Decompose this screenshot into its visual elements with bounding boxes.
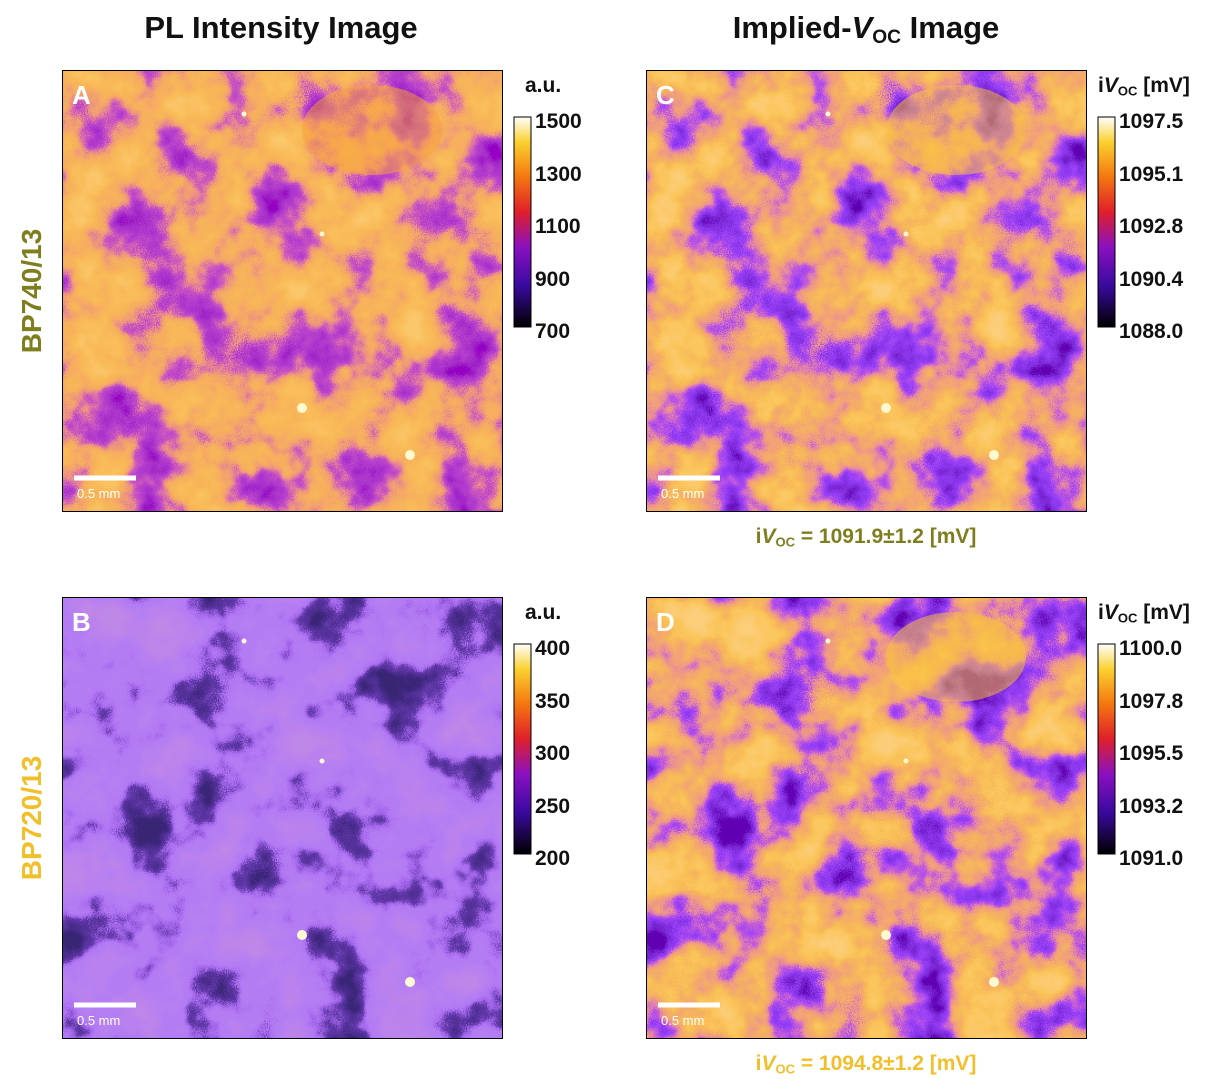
colorbar-tick-label: 350	[535, 689, 571, 713]
text-part: PL Intensity Image	[144, 10, 418, 45]
colorbar-tick-label: 400	[535, 637, 571, 660]
pl-image	[646, 70, 1087, 512]
colorbar-tick-label: 1092.8	[1119, 215, 1184, 238]
text-part: a.u.	[525, 601, 562, 624]
text-part: V	[761, 1052, 776, 1075]
text-part: i	[1098, 74, 1104, 97]
colorbar-tick-label: 1088.0	[1119, 320, 1184, 343]
bright-spot	[319, 231, 325, 237]
scale-bar-label: 0.5 mm	[77, 486, 121, 501]
colorbar-tick-label: 200	[535, 847, 571, 870]
colorbar-tick-label: 1500	[535, 110, 582, 133]
colorbar-tick-label: 1093.2	[1119, 794, 1184, 818]
bright-spot	[989, 450, 999, 460]
colorbar-unit: iVOC [mV]	[1098, 601, 1190, 625]
colorbar	[513, 643, 532, 855]
text-part: V	[1103, 74, 1118, 97]
colorbar-unit: a.u.	[525, 74, 561, 98]
scale-bar-label: 0.5 mm	[661, 1013, 705, 1028]
image-frame	[62, 597, 503, 1039]
bright-region	[302, 85, 442, 175]
text-part: V	[761, 525, 776, 548]
text-part: [mV]	[1137, 601, 1190, 624]
colorbar-unit: iVOC [mV]	[1098, 74, 1190, 98]
bright-spot	[881, 403, 891, 413]
text-part: OC	[775, 1061, 795, 1077]
bright-spot	[825, 111, 831, 117]
colorbar-tick-label: 1091.0	[1119, 847, 1184, 870]
bright-spot	[989, 977, 999, 987]
bright-spot	[297, 403, 307, 413]
bright-spot	[405, 977, 415, 987]
result-label: iVOC = 1091.9±1.2 [mV]	[756, 525, 977, 549]
column-header: Implied-VOC Image	[733, 10, 1000, 49]
text-part: V	[1103, 601, 1118, 624]
colorbar-tick-label: 300	[535, 742, 571, 765]
colorbar-tick-label: 1100	[535, 215, 581, 238]
pl-image	[646, 597, 1087, 1039]
row-label: BP740/13	[16, 228, 47, 354]
panel-letter: C	[656, 80, 675, 110]
text-part: [mV]	[1137, 74, 1190, 97]
colorbar	[513, 116, 532, 328]
panel-letter: A	[72, 80, 91, 110]
colorbar-tick-label: 1090.4	[1119, 267, 1184, 291]
text-part: i	[755, 1052, 762, 1075]
pl-image	[62, 70, 503, 512]
column-header: PL Intensity Image	[144, 10, 417, 46]
bright-spot	[297, 930, 307, 940]
text-part: OC	[775, 534, 795, 550]
colorbar-tick-label: 1095.1	[1119, 162, 1184, 186]
text-part: V	[851, 10, 873, 45]
text-part: i	[755, 525, 762, 548]
bright-spot	[825, 638, 831, 644]
bright-spot	[903, 758, 909, 764]
text-part: i	[1098, 601, 1104, 624]
text-part: Implied-	[732, 10, 852, 45]
colorbar-tick-label: 1095.5	[1119, 742, 1184, 765]
text-part: a.u.	[525, 74, 562, 97]
colorbar-tick-label: 1097.5	[1119, 110, 1184, 133]
panel-letter: D	[656, 607, 675, 637]
colorbar-gradient	[1097, 116, 1116, 328]
bright-spot	[241, 638, 247, 644]
colorbar-tick-label: 1100.0	[1119, 637, 1183, 660]
bright-region	[886, 85, 1026, 175]
scale-bar-label: 0.5 mm	[77, 1013, 121, 1028]
text-part: OC	[1117, 610, 1138, 626]
pl-image	[62, 597, 503, 1039]
text-part: Image	[901, 10, 1000, 45]
colorbar-tick-label: 1097.8	[1119, 689, 1184, 713]
bright-spot	[405, 450, 415, 460]
panel-letter: B	[72, 607, 91, 637]
image-frame	[646, 70, 1087, 512]
result-label: iVOC = 1094.8±1.2 [mV]	[756, 1052, 977, 1076]
colorbar-tick-label: 900	[535, 267, 571, 291]
colorbar-unit: a.u.	[525, 601, 561, 625]
colorbar-gradient	[513, 116, 532, 328]
bright-spot	[881, 930, 891, 940]
colorbar-tick-label: 1300	[535, 162, 582, 186]
colorbar-tick-label: 700	[535, 320, 571, 343]
colorbar	[1097, 116, 1116, 328]
row-label: BP720/13	[16, 755, 47, 881]
bright-region	[886, 612, 1026, 702]
colorbar-gradient	[513, 643, 532, 855]
colorbar	[1097, 643, 1116, 855]
bright-spot	[319, 758, 325, 764]
colorbar-gradient	[1097, 643, 1116, 855]
colorbar-tick-label: 250	[535, 794, 571, 818]
text-part: OC	[1117, 83, 1138, 99]
text-part: = 1091.9±1.2 [mV]	[795, 525, 977, 548]
text-part: = 1094.8±1.2 [mV]	[795, 1052, 977, 1075]
scale-bar-label: 0.5 mm	[661, 486, 705, 501]
image-frame	[646, 597, 1087, 1039]
bright-spot	[241, 111, 247, 117]
image-map	[62, 597, 503, 1039]
image-frame	[62, 70, 503, 512]
text-part: OC	[872, 26, 902, 48]
bright-spot	[903, 231, 909, 237]
